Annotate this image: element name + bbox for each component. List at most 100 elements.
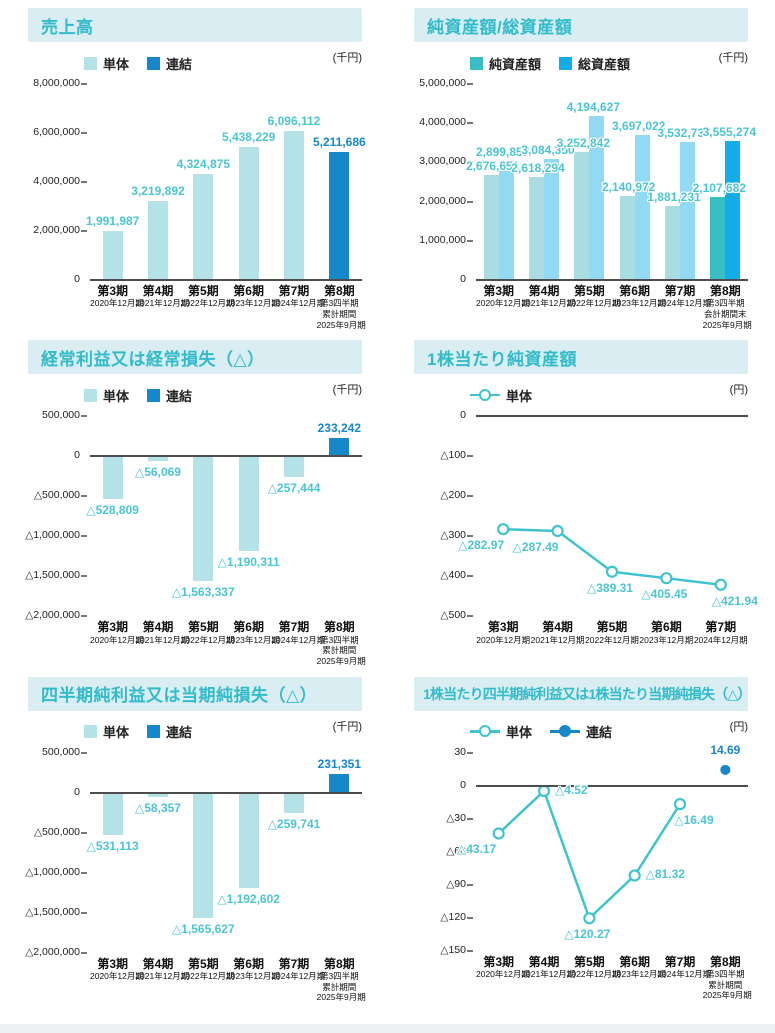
x-category-title: 第3期 <box>97 284 128 298</box>
legend-dot <box>479 388 491 401</box>
x-category-label: 第3期 2020年12月期 <box>90 620 144 666</box>
data-label: △4.52 <box>555 782 588 797</box>
legend-item: 純資産額 <box>470 54 541 73</box>
x-category-label: 第7期 2024年12月期 <box>657 955 712 1001</box>
x-category-label: 第3期 2020年12月期 <box>476 955 530 1001</box>
x-category-subtitle: 2025年9月期 <box>316 992 366 1003</box>
x-category-label: 第3期 2020年12月期 <box>90 957 144 1003</box>
x-category-label: 第5期 2022年12月期 <box>567 955 621 1001</box>
panel-net-income: 四半期純利益又は当期純損失（△） 単体 連結 (千円) 500,000 0 △500,… <box>25 676 366 1003</box>
bar <box>574 152 590 280</box>
x-category-subtitle: 2022年12月期 <box>180 634 235 645</box>
data-label: △287.49 <box>512 540 559 555</box>
data-label: △120.27 <box>564 926 611 941</box>
x-category-title: 第5期 <box>596 620 628 635</box>
bar <box>619 196 635 280</box>
y-tick-label: 2,000,000 <box>419 194 466 207</box>
legend-label: 連結 <box>586 725 613 741</box>
unit-label: (千円) <box>332 52 362 64</box>
x-axis-labels: 第3期 2020年12月期 第4期 2021年12月期 第5期 2022年12月期 第6期 2… <box>414 284 752 330</box>
y-tick-label: 0 <box>74 449 80 462</box>
x-category-label: 第4期 2021年12月期 <box>530 620 585 645</box>
bar <box>589 115 605 280</box>
data-label: 5,211,686 <box>312 135 366 150</box>
x-category-title: 第5期 <box>187 284 219 298</box>
legend-dot <box>559 725 572 738</box>
y-tick-mark <box>467 239 473 242</box>
legend-swatch-icon <box>84 388 97 402</box>
data-label: △58,357 <box>135 801 181 816</box>
legend-item: 単体 <box>84 54 129 73</box>
y-tick-mark <box>467 575 473 578</box>
zero-axis-line <box>90 791 362 794</box>
x-category-subtitle: 2020年12月期 <box>476 968 530 979</box>
zero-axis-line <box>476 784 748 787</box>
x-axis-labels: 第3期 2020年12月期 第4期 2021年12月期 第5期 2022年12月期 第6期 2… <box>28 956 366 1003</box>
x-category-subtitle: 2025年9月期 <box>702 990 752 1001</box>
data-label: 2,899,857 <box>475 145 530 160</box>
data-label: 2,676,651 <box>465 159 520 174</box>
y-tick-label: △60 <box>446 844 466 857</box>
x-category-title: 第7期 <box>278 956 310 971</box>
x-category-subtitle: 2025年9月期 <box>702 319 752 330</box>
x-category-subtitle: 2022年12月期 <box>566 298 621 309</box>
bar <box>284 130 304 280</box>
bar <box>329 152 350 280</box>
unit-label: (円) <box>729 720 748 733</box>
x-category-label: 第4期 2021年12月期 <box>135 957 190 1003</box>
x-category-label: 第3期 2020年12月期 <box>476 620 530 645</box>
x-category-subtitle: 2021年12月期 <box>135 298 190 309</box>
x-category-subtitle: 2024年12月期 <box>657 968 712 979</box>
zero-axis-line <box>476 415 748 418</box>
y-tick-label: 3,000,000 <box>419 155 466 168</box>
x-category-label: 第4期 2021年12月期 <box>135 620 189 666</box>
y-tick-mark <box>81 83 87 85</box>
x-category-title: 第5期 <box>573 284 605 298</box>
x-category-title: 第6期 <box>619 954 650 969</box>
chart-header: 単体 連結 (千円) <box>28 52 362 74</box>
x-category-label: 第4期 2021年12月期 <box>135 284 190 330</box>
x-category-subtitle: 2021年12月期 <box>135 970 190 981</box>
y-tick-label: △30 <box>446 811 466 824</box>
x-category-label: 第5期 2022年12月期 <box>181 284 235 330</box>
x-category-label: 第7期 2024年12月期 <box>657 284 711 330</box>
y-tick-mark <box>467 751 473 754</box>
data-label: 2,618,294 <box>511 161 565 176</box>
panel-net-income-per-share: 1株当たり四半期純利益又は1株当たり当期純損失（△） 単体 連結 (円) 30 0 △… <box>414 676 752 1003</box>
legend-item: 単体 <box>470 722 532 741</box>
data-label: 3,532,737 <box>657 125 711 140</box>
zero-axis-line <box>476 279 748 281</box>
legend: 単体 連結 <box>84 52 362 74</box>
bar <box>665 206 680 280</box>
data-label: △528,809 <box>86 502 139 517</box>
data-label: △531,113 <box>86 839 139 854</box>
y-tick-label: △2,000,000 <box>25 945 80 958</box>
y-tick-mark <box>467 535 473 538</box>
chart-header: 純資産額 総資産額 (千円) <box>414 52 748 74</box>
x-category-subtitle: 2023年12月期 <box>225 970 280 981</box>
legend-item: 単体 <box>84 722 129 741</box>
bar <box>329 774 350 793</box>
data-label: 3,252,842 <box>556 136 611 151</box>
chart-header: 単体 (円) <box>414 384 748 406</box>
x-category-subtitle: 2021年12月期 <box>521 968 576 979</box>
legend-swatch-icon <box>559 56 573 70</box>
y-tick-mark <box>81 871 87 874</box>
y-tick-mark <box>467 455 473 458</box>
y-tick-mark <box>467 495 473 498</box>
bar <box>284 456 304 477</box>
x-category-title: 第6期 <box>233 620 264 635</box>
x-category-label: 第7期 2024年12月期 <box>271 284 325 330</box>
data-label: 5,438,229 <box>221 129 276 144</box>
x-category-label: 第5期 2022年12月期 <box>585 620 639 645</box>
bar <box>148 456 168 461</box>
legend: 単体 連結 <box>470 721 748 743</box>
chart-title: 1株当たり純資産額 <box>414 340 748 375</box>
bar <box>483 175 499 280</box>
legend-label: 単体 <box>506 725 533 741</box>
chart-title: 売上高 <box>28 8 362 42</box>
plot-area: 8,000,000 6,000,000 4,000,000 2,000,000 0 1,9… <box>28 77 365 285</box>
x-category-title: 第3期 <box>483 284 514 298</box>
y-tick-label: △1,000,000 <box>25 865 80 878</box>
bar <box>238 792 259 888</box>
